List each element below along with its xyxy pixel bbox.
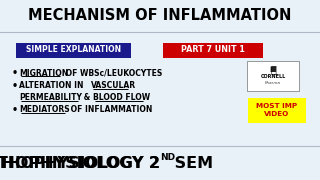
Text: •: • <box>12 68 18 78</box>
Text: 🎓: 🎓 <box>270 64 276 74</box>
Text: SEM: SEM <box>169 156 213 170</box>
Text: OF INFLAMMATION: OF INFLAMMATION <box>68 105 152 114</box>
Text: MEDIATORS: MEDIATORS <box>19 105 70 114</box>
FancyBboxPatch shape <box>248 98 306 123</box>
Text: SIMPLE EXPLANATION: SIMPLE EXPLANATION <box>26 46 121 55</box>
Text: OF WBSc/LEUKOCYTES: OF WBSc/LEUKOCYTES <box>63 69 162 78</box>
Text: MIGRATION: MIGRATION <box>19 69 68 78</box>
FancyBboxPatch shape <box>247 61 299 91</box>
FancyBboxPatch shape <box>16 42 131 57</box>
Text: •: • <box>12 81 18 91</box>
Text: PERMEABILITY: PERMEABILITY <box>19 93 82 102</box>
Text: ALTERATION IN: ALTERATION IN <box>19 82 86 91</box>
Text: VASCULAR: VASCULAR <box>91 82 136 91</box>
Text: Pharma: Pharma <box>265 81 281 85</box>
Text: MECHANISM OF INFLAMMATION: MECHANISM OF INFLAMMATION <box>28 8 292 24</box>
Text: MOST IMP
VIDEO: MOST IMP VIDEO <box>256 103 298 118</box>
Text: PART 7 UNIT 1: PART 7 UNIT 1 <box>181 46 245 55</box>
Text: PATHOPHYSIOLOGY 2: PATHOPHYSIOLOGY 2 <box>0 156 160 170</box>
Text: ND: ND <box>160 153 175 162</box>
Text: &: & <box>81 93 93 102</box>
Text: CORNELL: CORNELL <box>260 75 286 80</box>
Text: PATHOPHYSIOLOGY 2: PATHOPHYSIOLOGY 2 <box>0 156 160 170</box>
Text: BLOOD FLOW: BLOOD FLOW <box>93 93 150 102</box>
FancyBboxPatch shape <box>163 42 263 57</box>
Text: •: • <box>12 105 18 115</box>
Text: ■: ■ <box>270 66 276 72</box>
